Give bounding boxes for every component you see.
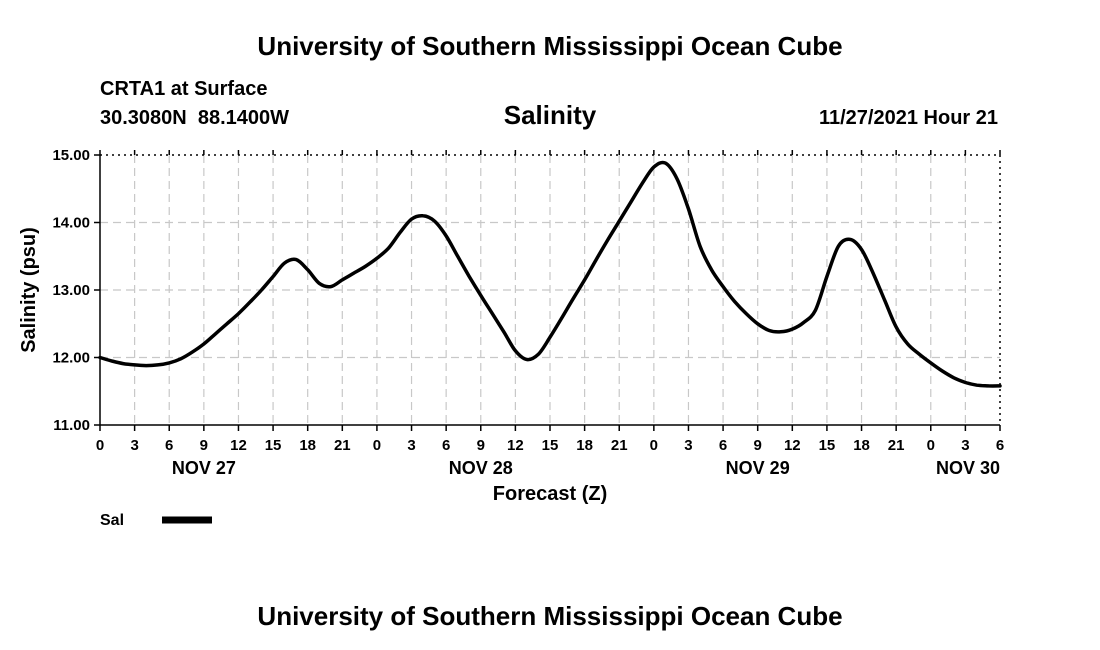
x-tick-label: 18 [576,437,593,454]
x-tick-label: 6 [442,437,450,454]
forecast-datetime: 11/27/2021 Hour 21 [819,107,998,129]
x-tick-label: 3 [684,437,692,454]
station-coordinates: 30.3080N 88.1400W [100,107,289,129]
x-tick-label: 18 [299,437,316,454]
y-tick-label: 13.00 [52,282,90,299]
x-tick-label: 21 [888,437,905,454]
x-tick-label: 6 [165,437,173,454]
date-labels: NOV 27 NOV 28 NOV 29 NOV 30 [172,458,1000,478]
x-tick-label: 9 [754,437,762,454]
y-axis-label: Salinity (psu) [18,227,40,353]
date-label: NOV 30 [936,458,1000,478]
footer-title: University of Southern Mississippi Ocean… [257,601,842,631]
chart-title: Salinity [504,100,597,130]
x-tick-label: 6 [996,437,1004,454]
x-tick-label: 3 [407,437,415,454]
x-tick-label: 21 [611,437,628,454]
x-tick-label: 9 [477,437,485,454]
x-tick-label: 12 [507,437,524,454]
x-tick-label: 0 [96,437,104,454]
y-axis-ticks: 11.00 12.00 13.00 14.00 15.00 [52,147,100,434]
x-tick-label: 0 [373,437,381,454]
legend-label-sal: Sal [100,512,124,529]
x-tick-label: 0 [650,437,658,454]
date-label: NOV 28 [449,458,513,478]
grid-lines [100,155,1000,425]
series-line-sal [98,160,1002,388]
x-tick-label: 12 [784,437,801,454]
x-tick-label: 3 [130,437,138,454]
series-layer [98,160,1002,388]
y-tick-label: 15.00 [52,147,90,164]
station-label: CRTA1 at Surface [100,78,267,100]
x-tick-label: 18 [853,437,870,454]
y-tick-label: 12.00 [52,350,90,367]
x-tick-label: 12 [230,437,247,454]
x-tick-label: 3 [961,437,969,454]
page-title: University of Southern Mississippi Ocean… [257,31,842,61]
date-label: NOV 27 [172,458,236,478]
date-label: NOV 29 [726,458,790,478]
x-tick-label: 21 [334,437,351,454]
x-tick-label: 9 [200,437,208,454]
y-tick-label: 11.00 [53,417,90,434]
x-tick-label: 0 [927,437,935,454]
x-tick-label: 15 [542,437,559,454]
y-tick-label: 14.00 [52,215,90,232]
x-tick-label: 15 [265,437,282,454]
x-tick-label: 15 [819,437,836,454]
x-axis-ticks: 0 3 6 9 12 15 18 21 0 3 6 9 12 15 18 21 0 3 6 9 12 15 18 21 0 3 6 [96,150,1004,454]
x-axis-label: Forecast (Z) [493,483,607,505]
x-tick-label: 6 [719,437,727,454]
